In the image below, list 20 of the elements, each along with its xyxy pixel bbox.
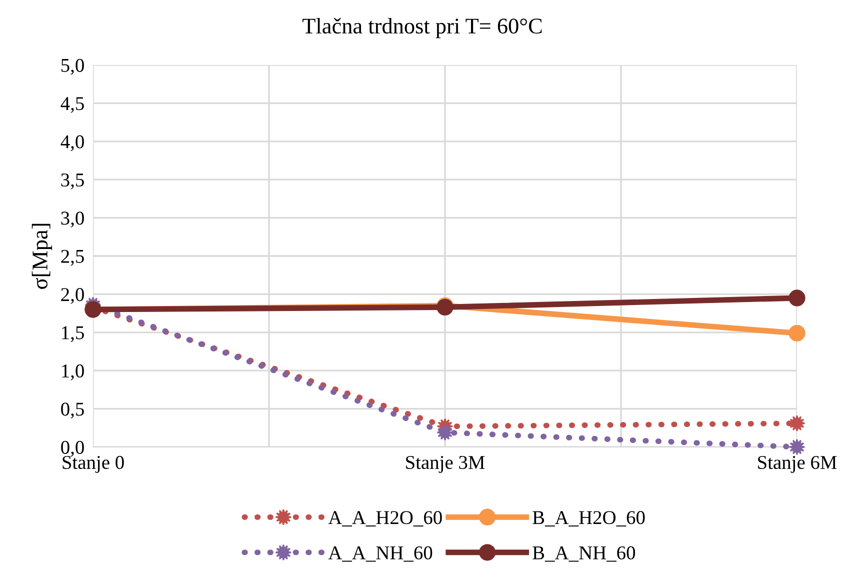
x-tick-label: Stanje 0 — [62, 456, 124, 473]
y-tick-label: 2,5 — [61, 250, 84, 266]
x-tick-label: Stanje 3M — [406, 456, 485, 473]
y-tick-label: 4,5 — [60, 97, 84, 113]
y-tick-label: 1,0 — [62, 364, 84, 380]
x-tick-label: Stanje 6M — [758, 456, 837, 473]
y-tick-label: 0,5 — [61, 402, 84, 419]
legend-label: A_A_H2O_60 — [328, 511, 442, 526]
y-tick-label: 3,0 — [61, 212, 84, 228]
y-tick-label: 5,0 — [61, 58, 84, 75]
legend-label: A_A_NH_60 — [328, 546, 432, 562]
y-tick-label: 3,5 — [61, 173, 84, 190]
chart-title: Tlačna trdnost pri T= 60°C — [302, 18, 542, 38]
legend-label: B_A_H2O_60 — [532, 511, 645, 526]
y-tick-label: 0,0 — [61, 440, 84, 457]
y-axis-title: σ[Mpa] — [32, 224, 52, 289]
y-tick-label: 1,5 — [62, 326, 84, 342]
y-tick-label: 4,0 — [60, 135, 84, 152]
y-tick-label: 2,0 — [61, 288, 84, 304]
legend-label: B_A_NH_60 — [532, 546, 636, 562]
